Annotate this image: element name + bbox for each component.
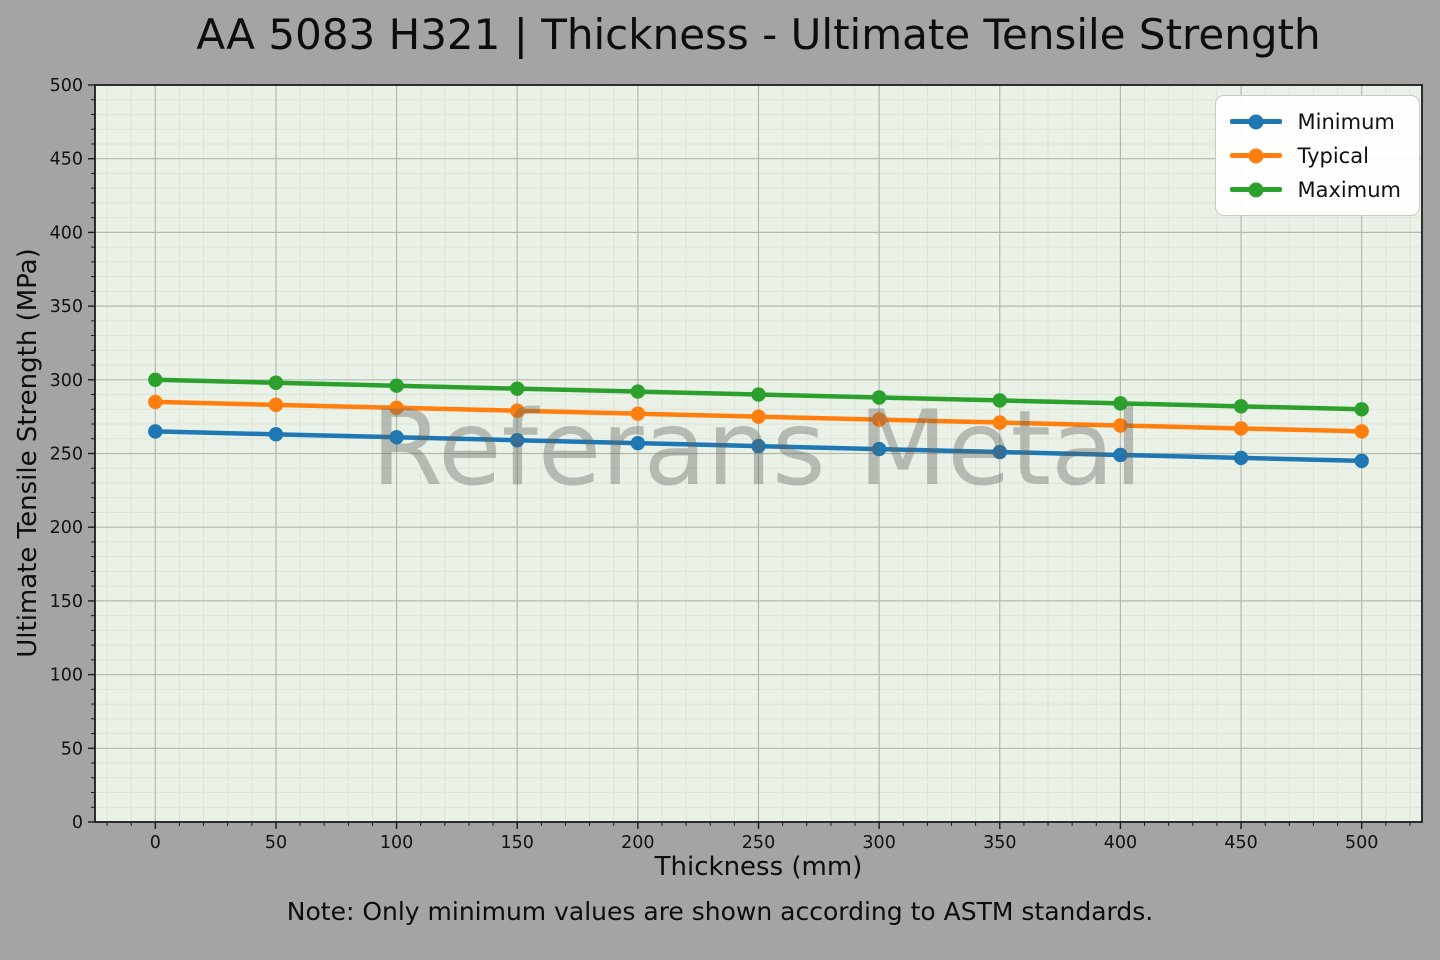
legend-line-minimum-icon bbox=[1229, 114, 1282, 129]
svg-text:450: 450 bbox=[50, 150, 83, 170]
y-axis-label: Ultimate Tensile Strength (MPa) bbox=[13, 248, 43, 658]
legend-line-typical-icon bbox=[1229, 148, 1282, 163]
svg-text:400: 400 bbox=[1104, 833, 1137, 853]
note-text: Note: Only minimum values are shown acco… bbox=[286, 897, 1154, 926]
legend-marker-dot-icon bbox=[1248, 114, 1264, 129]
svg-text:250: 250 bbox=[742, 833, 775, 853]
legend: Minimum Typical Maximum bbox=[1214, 95, 1420, 216]
svg-text:200: 200 bbox=[50, 518, 83, 538]
svg-text:500: 500 bbox=[50, 76, 83, 96]
legend-label-minimum: Minimum bbox=[1297, 109, 1395, 134]
svg-text:250: 250 bbox=[50, 445, 83, 465]
svg-text:350: 350 bbox=[983, 833, 1016, 853]
svg-text:500: 500 bbox=[1345, 833, 1378, 853]
svg-text:300: 300 bbox=[50, 371, 83, 391]
legend-marker-dot-icon bbox=[1248, 148, 1264, 163]
svg-text:50: 50 bbox=[265, 833, 287, 853]
svg-text:0: 0 bbox=[72, 813, 83, 833]
chart-title: AA 5083 H321 | Thickness - Ultimate Tens… bbox=[196, 10, 1321, 59]
svg-text:0: 0 bbox=[150, 833, 161, 853]
svg-text:200: 200 bbox=[621, 833, 654, 853]
legend-row-typical: Typical bbox=[1229, 141, 1401, 170]
svg-text:100: 100 bbox=[50, 666, 83, 686]
svg-text:350: 350 bbox=[50, 297, 83, 317]
legend-label-typical: Typical bbox=[1297, 143, 1369, 168]
x-axis-label: Thickness (mm) bbox=[654, 852, 863, 882]
svg-text:100: 100 bbox=[380, 833, 413, 853]
legend-label-maximum: Maximum bbox=[1297, 177, 1401, 202]
svg-text:50: 50 bbox=[61, 739, 83, 759]
legend-row-minimum: Minimum bbox=[1229, 107, 1401, 136]
svg-text:300: 300 bbox=[862, 833, 895, 853]
legend-marker-dot-icon bbox=[1248, 182, 1264, 197]
svg-text:450: 450 bbox=[1224, 833, 1257, 853]
svg-text:150: 150 bbox=[501, 833, 534, 853]
legend-line-maximum-icon bbox=[1229, 182, 1282, 197]
svg-text:150: 150 bbox=[50, 592, 83, 612]
svg-text:400: 400 bbox=[50, 223, 83, 243]
legend-row-maximum: Maximum bbox=[1229, 175, 1401, 204]
